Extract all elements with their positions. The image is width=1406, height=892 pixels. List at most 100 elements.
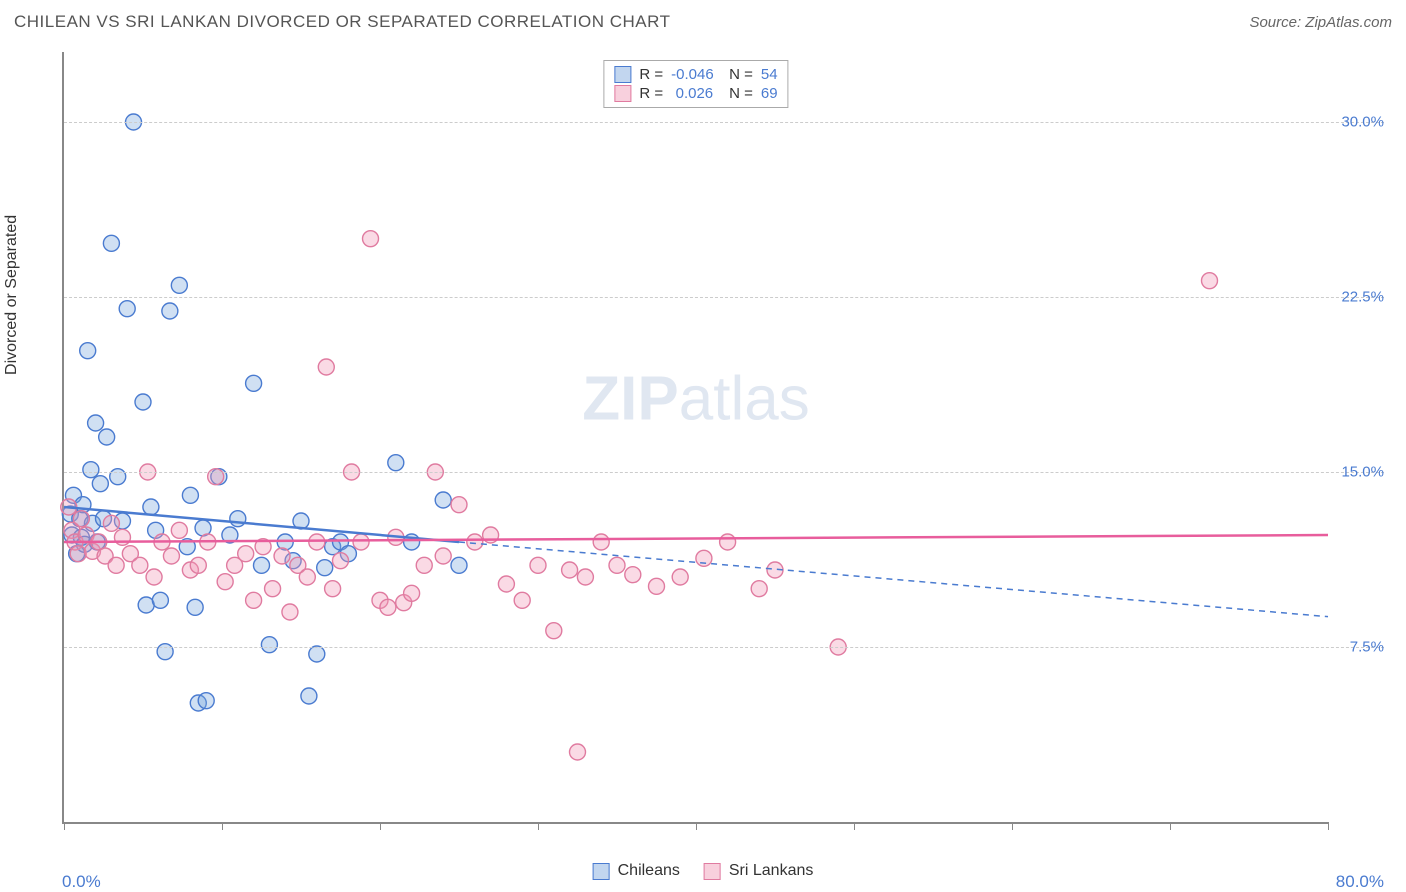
scatter-point [467, 534, 483, 550]
scatter-point [577, 569, 593, 585]
r-label-2: R = [639, 85, 663, 102]
scatter-point [246, 375, 262, 391]
scatter-point [146, 569, 162, 585]
stat-legend: R = -0.046 N = 54 R = 0.026 N = 69 [603, 60, 788, 108]
y-axis-label: Divorced or Separated [3, 215, 21, 375]
scatter-point [353, 534, 369, 550]
scatter-point [416, 557, 432, 573]
scatter-point [171, 522, 187, 538]
scatter-point [80, 343, 96, 359]
scatter-point [1202, 273, 1218, 289]
scatter-point [135, 394, 151, 410]
plot-svg [64, 52, 1328, 822]
scatter-point [261, 637, 277, 653]
y-tick-label: 30.0% [1334, 114, 1384, 131]
chart-source: Source: ZipAtlas.com [1249, 14, 1392, 31]
bottom-legend: Chileans Sri Lankans [593, 862, 814, 880]
gridline [64, 647, 1384, 648]
scatter-point [103, 515, 119, 531]
scatter-point [299, 569, 315, 585]
legend-label-chileans: Chileans [618, 862, 680, 880]
scatter-point [198, 693, 214, 709]
gridline [64, 472, 1384, 473]
scatter-point [70, 546, 86, 562]
legend-label-srilankans: Sri Lankans [729, 862, 814, 880]
scatter-point [108, 557, 124, 573]
scatter-point [318, 359, 334, 375]
chart-header: CHILEAN VS SRI LANKAN DIVORCED OR SEPARA… [0, 0, 1406, 44]
x-tick [64, 822, 65, 830]
scatter-point [498, 576, 514, 592]
scatter-point [99, 429, 115, 445]
r-label: R = [639, 66, 663, 83]
chart-container: Divorced or Separated ZIPatlas R = -0.04… [14, 44, 1392, 848]
scatter-point [103, 235, 119, 251]
scatter-point [625, 567, 641, 583]
n-label-2: N = [729, 85, 753, 102]
scatter-point [325, 581, 341, 597]
scatter-point [230, 511, 246, 527]
scatter-point [570, 744, 586, 760]
n-label: N = [729, 66, 753, 83]
r-value-srilankans: 0.026 [671, 85, 721, 102]
scatter-point [217, 574, 233, 590]
x-max-label: 80.0% [1336, 872, 1384, 892]
stat-row-srilankans: R = 0.026 N = 69 [614, 84, 777, 103]
scatter-point [751, 581, 767, 597]
y-tick-label: 7.5% [1334, 639, 1384, 656]
scatter-point [152, 592, 168, 608]
x-min-label: 0.0% [62, 872, 101, 892]
scatter-point [162, 303, 178, 319]
legend-swatch-pink-icon [704, 863, 721, 880]
x-tick [380, 822, 381, 830]
scatter-point [593, 534, 609, 550]
scatter-point [119, 301, 135, 317]
scatter-point [265, 581, 281, 597]
legend-item-srilankans: Sri Lankans [704, 862, 814, 880]
x-tick [1328, 822, 1329, 830]
scatter-point [672, 569, 688, 585]
scatter-point [238, 546, 254, 562]
x-tick [1012, 822, 1013, 830]
scatter-point [546, 623, 562, 639]
scatter-point [187, 599, 203, 615]
stat-row-chileans: R = -0.046 N = 54 [614, 65, 777, 84]
scatter-point [190, 557, 206, 573]
scatter-point [171, 277, 187, 293]
scatter-point [388, 455, 404, 471]
trend-line [64, 535, 1328, 542]
scatter-point [435, 548, 451, 564]
swatch-pink-icon [614, 85, 631, 102]
scatter-point [451, 497, 467, 513]
scatter-point [380, 599, 396, 615]
y-tick-label: 15.0% [1334, 464, 1384, 481]
scatter-point [404, 585, 420, 601]
legend-swatch-blue-icon [593, 863, 610, 880]
x-tick [222, 822, 223, 830]
scatter-point [254, 557, 270, 573]
gridline [64, 122, 1384, 123]
scatter-point [92, 476, 108, 492]
scatter-point [530, 557, 546, 573]
scatter-point [451, 557, 467, 573]
n-value-chileans: 54 [761, 66, 778, 83]
scatter-point [562, 562, 578, 578]
x-tick [1170, 822, 1171, 830]
x-tick [854, 822, 855, 830]
gridline [64, 297, 1384, 298]
swatch-blue-icon [614, 66, 631, 83]
scatter-point [309, 534, 325, 550]
scatter-point [609, 557, 625, 573]
scatter-point [720, 534, 736, 550]
scatter-point [274, 548, 290, 564]
scatter-point [333, 553, 349, 569]
scatter-point [435, 492, 451, 508]
scatter-point [317, 560, 333, 576]
scatter-point [132, 557, 148, 573]
scatter-point [649, 578, 665, 594]
scatter-point [163, 548, 179, 564]
n-value-srilankans: 69 [761, 85, 778, 102]
scatter-point [514, 592, 530, 608]
scatter-point [143, 499, 159, 515]
scatter-point [88, 415, 104, 431]
